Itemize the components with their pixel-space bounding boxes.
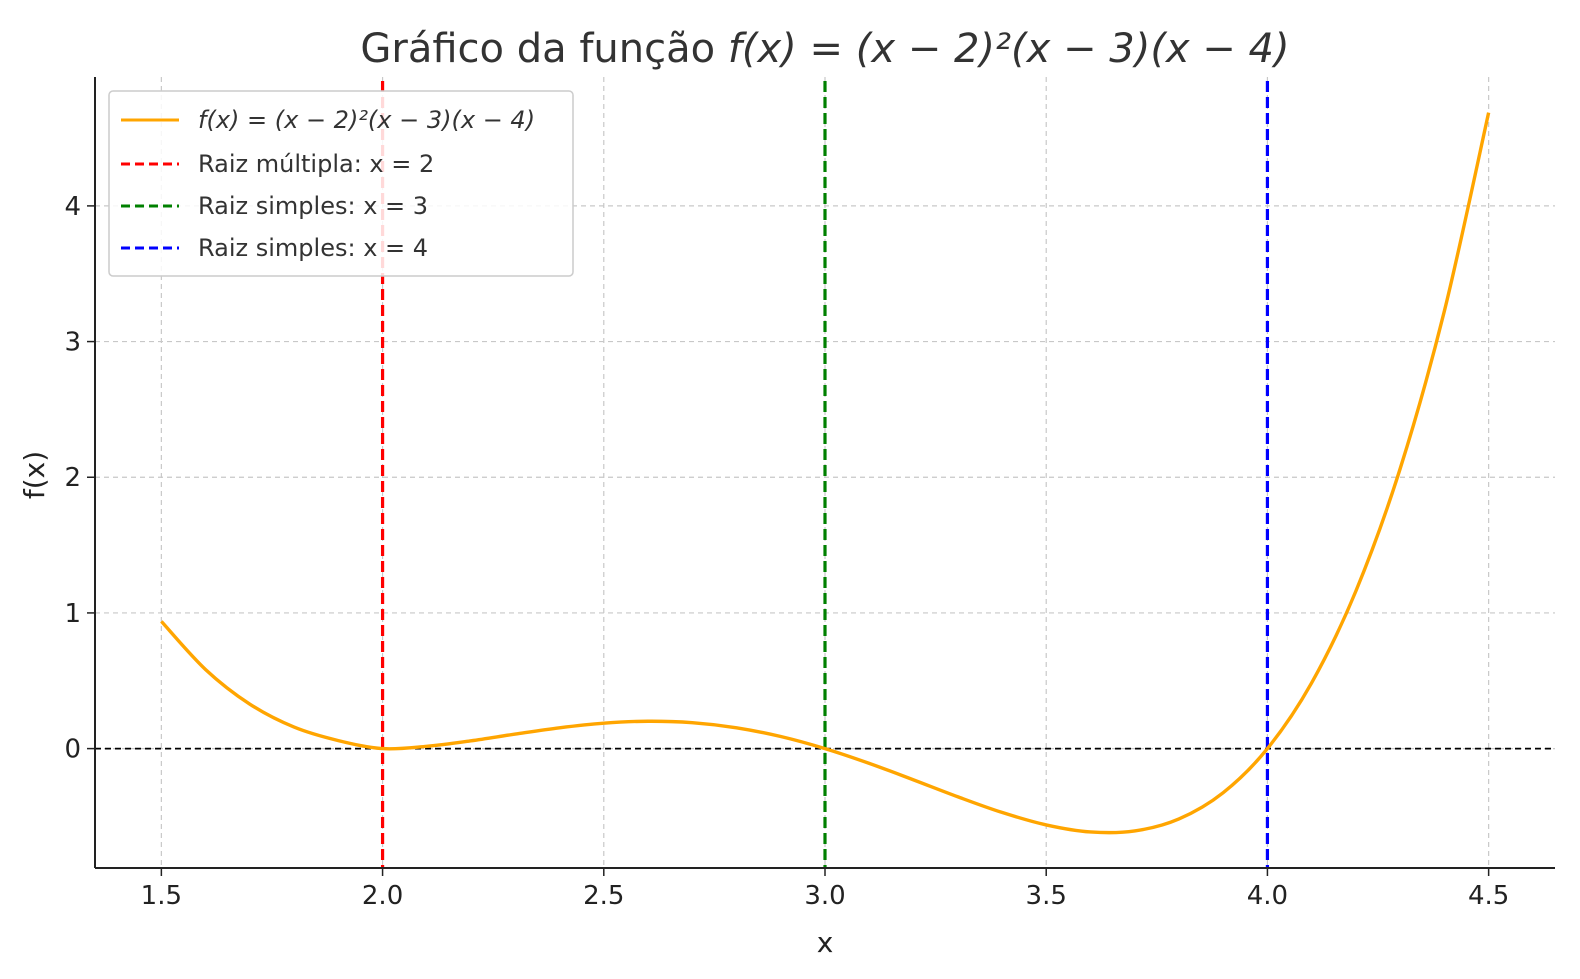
x-tick-label: 2.5 bbox=[583, 881, 624, 911]
data-point bbox=[382, 748, 384, 750]
data-point bbox=[1488, 112, 1490, 114]
data-point bbox=[1090, 831, 1092, 833]
legend-label-root-4: Raiz simples: x = 4 bbox=[198, 234, 428, 262]
data-point bbox=[1134, 830, 1136, 832]
data-point bbox=[780, 736, 782, 738]
series-layer bbox=[160, 112, 1491, 835]
data-point bbox=[1222, 792, 1224, 794]
data-point bbox=[1001, 812, 1003, 814]
data-point bbox=[426, 745, 428, 747]
data-point bbox=[736, 727, 738, 729]
data-point bbox=[957, 796, 959, 798]
y-tick-label: 4 bbox=[64, 192, 81, 222]
legend: f(x) = (x − 2)²(x − 3)(x − 4) Raiz múlti… bbox=[108, 90, 574, 277]
data-point bbox=[470, 740, 472, 742]
data-point bbox=[293, 726, 295, 728]
data-point bbox=[205, 669, 207, 671]
x-tick-label: 3.0 bbox=[804, 881, 845, 911]
data-point bbox=[913, 779, 915, 781]
y-tick-label: 3 bbox=[64, 328, 81, 358]
x-tick-label: 4.0 bbox=[1247, 881, 1288, 911]
x-axis-title: x bbox=[817, 926, 834, 959]
data-point bbox=[338, 740, 340, 742]
data-point bbox=[1399, 468, 1401, 470]
data-point bbox=[647, 720, 649, 722]
grid bbox=[95, 77, 1555, 868]
y-tick-label: 0 bbox=[64, 735, 81, 765]
data-point bbox=[824, 748, 826, 750]
data-point bbox=[1444, 310, 1446, 312]
x-tick-label: 4.5 bbox=[1468, 881, 1509, 911]
legend-label-root-3: Raiz simples: x = 3 bbox=[198, 192, 428, 220]
data-point bbox=[1045, 824, 1047, 826]
data-point bbox=[1267, 748, 1269, 750]
chart-title: Gráfico da função f(x) = (x − 2)²(x − 3)… bbox=[360, 26, 1289, 72]
data-point bbox=[249, 703, 251, 705]
data-point bbox=[559, 727, 561, 729]
data-point bbox=[161, 621, 163, 623]
data-point bbox=[603, 722, 605, 724]
data-point bbox=[1355, 590, 1357, 592]
x-tick-label: 2.0 bbox=[362, 881, 403, 911]
chart-title-math: f(x) = (x − 2)²(x − 3)(x − 4) bbox=[728, 26, 1290, 72]
x-tick-label: 1.5 bbox=[141, 881, 182, 911]
data-point bbox=[1178, 818, 1180, 820]
y-tick-label: 1 bbox=[64, 599, 81, 629]
x-tick-label: 3.5 bbox=[1026, 881, 1067, 911]
data-point bbox=[1311, 682, 1313, 684]
y-axis-title: f(x) bbox=[18, 451, 51, 499]
data-point bbox=[515, 733, 517, 735]
series-line-f bbox=[160, 112, 1491, 835]
data-point bbox=[691, 722, 693, 724]
legend-label-function: f(x) = (x − 2)²(x − 3)(x − 4) bbox=[198, 106, 535, 134]
ticks: 1.5 2.0 2.5 3.0 3.5 4.0 4.5 0 1 2 3 4 bbox=[64, 192, 1509, 911]
legend-box bbox=[108, 90, 574, 277]
chart-title-prefix: Gráfico da função bbox=[360, 26, 727, 72]
y-tick-label: 2 bbox=[64, 463, 81, 493]
data-point bbox=[868, 763, 870, 765]
legend-label-root-2: Raiz múltipla: x = 2 bbox=[198, 150, 434, 178]
